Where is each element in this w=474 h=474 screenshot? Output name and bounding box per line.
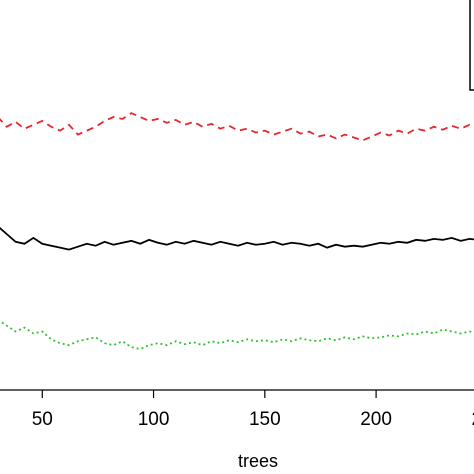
x-tick-label: 100 bbox=[138, 409, 170, 430]
x-tick-label: 50 bbox=[32, 409, 53, 430]
series-line bbox=[0, 226, 474, 251]
x-tick-label: 250 bbox=[472, 409, 474, 430]
x-axis-label: trees bbox=[238, 451, 278, 471]
legend-box bbox=[469, 0, 474, 91]
series-line bbox=[0, 112, 474, 142]
x-tick-label: 150 bbox=[249, 409, 281, 430]
series-line bbox=[0, 320, 474, 350]
x-tick-label: 200 bbox=[360, 409, 392, 430]
